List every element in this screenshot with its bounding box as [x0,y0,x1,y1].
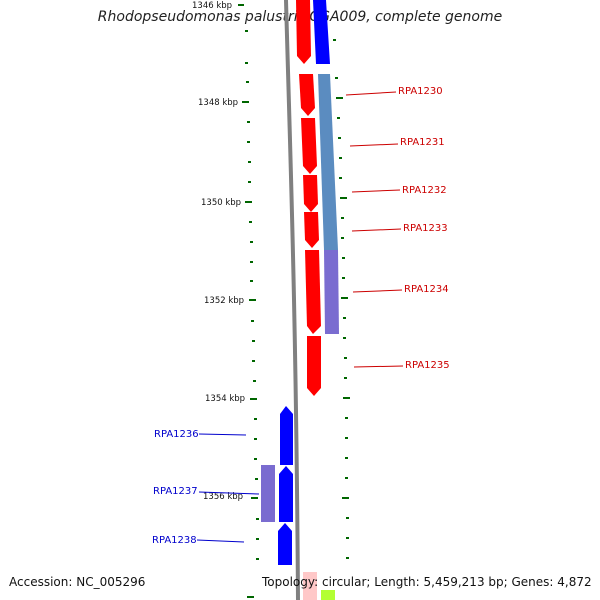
gene-arrow-rpa1236[interactable] [280,406,293,465]
kbp-label: 1356 kbp [203,492,243,502]
gene-label-rpa1231[interactable]: RPA1231 [400,137,445,148]
gene-arrow-rpa1234[interactable] [305,250,321,334]
kbp-label: 1346 kbp [192,1,232,11]
gene-arrow-rpa1232[interactable] [303,175,318,212]
kbp-label: 1348 kbp [198,98,238,108]
accession-text: Accession: NC_005296 [9,575,146,589]
gene-label-rpa1236[interactable]: RPA1236 [154,429,199,440]
gene-arrow-rpa1237[interactable] [279,466,293,522]
label-leaders-forward [345,91,404,368]
label-leaders-reverse [196,433,260,543]
gene-label-rpa1238[interactable]: RPA1238 [152,535,197,546]
operon-bar-blue [318,74,338,250]
gene-label-rpa1233[interactable]: RPA1233 [403,223,448,234]
operon-bar-purple-left [261,465,275,522]
genome-summary-text: Topology: circular; Length: 5,459,213 bp… [262,575,592,589]
gene-label-rpa1235[interactable]: RPA1235 [405,360,450,371]
kbp-label: 1352 kbp [204,296,244,306]
tick-marks-left [238,4,259,598]
kbp-label: 1354 kbp [205,394,245,404]
gene-arrow-rpa1235[interactable] [307,336,321,396]
gene-label-rpa1232[interactable]: RPA1232 [402,185,447,196]
feature-bottom-pink [303,572,317,600]
gene-label-rpa1237[interactable]: RPA1237 [153,486,198,497]
gene-arrow-reverse-partial[interactable] [313,0,330,64]
operon-bar-purple [324,250,339,334]
feature-bottom-green [321,590,335,600]
gene-label-rpa1230[interactable]: RPA1230 [398,86,443,97]
gene-arrow-forward-partial[interactable] [296,0,311,64]
gene-arrow-rpa1233[interactable] [304,212,319,248]
gene-arrow-rpa1230[interactable] [299,74,315,116]
gene-arrow-rpa1238[interactable] [278,523,292,565]
gene-label-rpa1234[interactable]: RPA1234 [404,284,449,295]
gene-arrow-rpa1231[interactable] [301,118,317,174]
genome-backbone [284,0,300,600]
tick-marks-right [333,39,350,559]
kbp-label: 1350 kbp [201,198,241,208]
